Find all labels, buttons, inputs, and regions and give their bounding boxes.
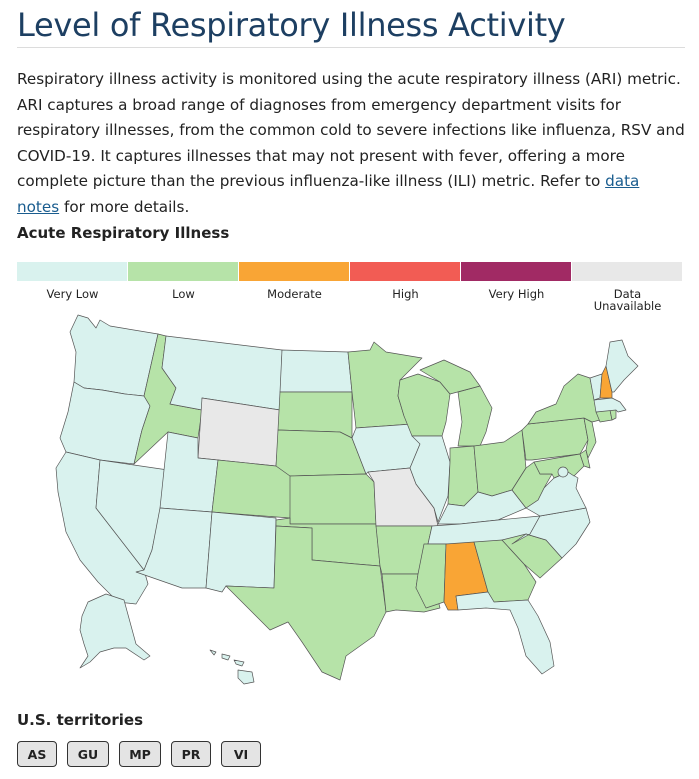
map-legend: Very Low Low Moderate High Very High Dat…: [17, 262, 683, 312]
intro-paragraph: Respiratory illness activity is monitore…: [17, 67, 685, 221]
legend-swatch: [17, 262, 128, 281]
state-ma[interactable]: [593, 397, 627, 413]
legend-label: Low: [172, 287, 195, 301]
state-wy[interactable]: [197, 397, 281, 467]
territory-button-pr[interactable]: PR: [171, 741, 211, 767]
legend-label: Very Low: [46, 287, 99, 301]
legend-swatch: [128, 262, 239, 281]
map-title: Acute Respiratory Illness: [17, 224, 230, 242]
state-me[interactable]: [605, 339, 639, 393]
state-mi-upper[interactable]: [419, 359, 481, 395]
state-tx[interactable]: [225, 525, 387, 681]
state-ny[interactable]: [527, 373, 601, 425]
legend-label: Very High: [488, 287, 545, 301]
legend-label: High: [392, 287, 419, 301]
us-state-map: [55, 314, 639, 685]
territory-button-as[interactable]: AS: [17, 741, 57, 767]
state-ks[interactable]: [289, 473, 377, 525]
state-dc-marker[interactable]: [557, 466, 569, 478]
legend-item: Very High: [461, 262, 572, 312]
state-wa[interactable]: [69, 314, 159, 397]
state-nc[interactable]: [511, 507, 591, 559]
legend-label: Data Unavailable: [593, 287, 662, 313]
legend-item: Moderate: [239, 262, 350, 312]
state-nh[interactable]: [599, 365, 613, 399]
legend-swatch: [461, 262, 572, 281]
state-mi[interactable]: [457, 385, 493, 447]
intro-text-end: for more details.: [59, 197, 190, 216]
state-de[interactable]: [579, 449, 591, 469]
legend-swatch: [350, 262, 461, 281]
state-il[interactable]: [409, 435, 451, 523]
legend-item: Data Unavailable: [572, 262, 683, 312]
state-nm[interactable]: [205, 511, 277, 593]
legend-item: Low: [128, 262, 239, 312]
territory-button-vi[interactable]: VI: [221, 741, 261, 767]
state-nd[interactable]: [279, 349, 353, 393]
legend-swatch: [572, 262, 683, 281]
legend-item: Very Low: [17, 262, 128, 312]
intro-text: Respiratory illness activity is monitore…: [17, 70, 685, 191]
state-hi-3[interactable]: [233, 659, 245, 667]
state-hi-1[interactable]: [209, 649, 217, 656]
data-notes-link[interactable]: data notes: [17, 172, 640, 216]
state-fl[interactable]: [455, 591, 555, 675]
state-pa[interactable]: [521, 417, 589, 461]
territory-buttons: AS GU MP PR VI: [17, 741, 261, 767]
legend-label: Moderate: [267, 287, 322, 301]
title-divider: [17, 47, 685, 48]
legend-swatch: [239, 262, 350, 281]
state-wi[interactable]: [397, 373, 451, 437]
territory-button-mp[interactable]: MP: [119, 741, 161, 767]
state-hi-2[interactable]: [221, 653, 231, 661]
page-title: Level of Respiratory Illness Activity: [17, 6, 566, 44]
legend-item: High: [350, 262, 461, 312]
state-ak[interactable]: [79, 593, 151, 669]
state-hi-4[interactable]: [237, 669, 255, 685]
territories-title: U.S. territories: [17, 711, 143, 729]
state-mt[interactable]: [161, 335, 283, 411]
territory-button-gu[interactable]: GU: [67, 741, 109, 767]
